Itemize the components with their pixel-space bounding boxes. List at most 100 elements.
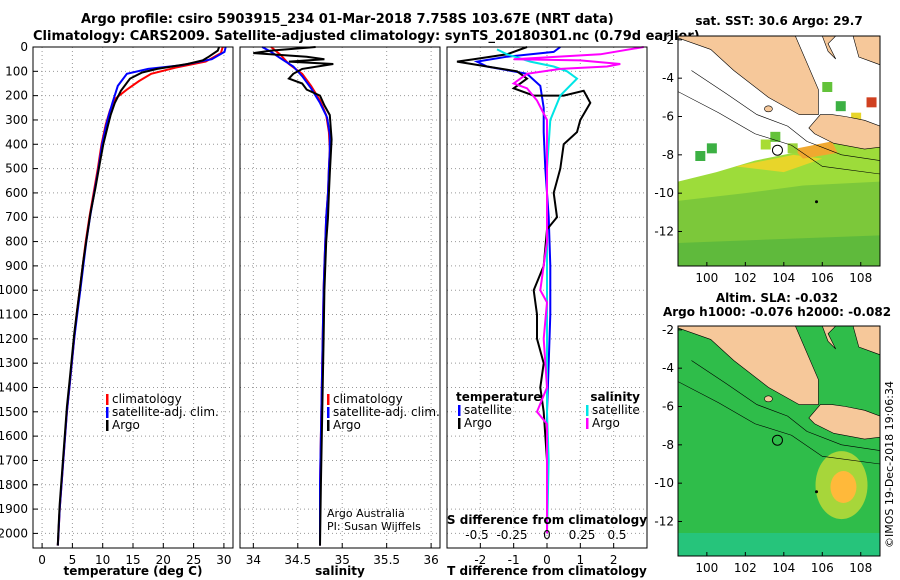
land-bangka bbox=[821, 326, 837, 350]
y-tick-label: -12 bbox=[654, 225, 674, 239]
legend-swatch bbox=[106, 420, 109, 431]
x-tick-label: 35 bbox=[335, 553, 350, 567]
legend-label: satellite bbox=[464, 403, 512, 417]
x-tick-label: 34.5 bbox=[284, 553, 311, 567]
legend-swatch bbox=[327, 394, 330, 405]
series-satellite-adj-clim- bbox=[261, 46, 331, 546]
contour-line bbox=[678, 381, 880, 465]
legend-swatch bbox=[586, 405, 589, 416]
sst-pixel bbox=[760, 139, 771, 150]
annotation-line: Argo Australia bbox=[327, 507, 405, 520]
y-tick-label: 1300 bbox=[0, 356, 28, 370]
figure-title-line2: Climatology: CARS2009. Satellite-adjuste… bbox=[33, 29, 700, 44]
land-island bbox=[815, 490, 819, 494]
contour-line bbox=[691, 360, 880, 451]
legend-swatch bbox=[106, 394, 109, 405]
y-tick-label: 300 bbox=[5, 113, 28, 127]
x-tick-label: 1 bbox=[577, 553, 585, 567]
sst-pixel bbox=[866, 97, 877, 108]
legend-title: temperature bbox=[456, 390, 541, 404]
y-tick-label: -2 bbox=[662, 33, 674, 47]
sst-pixel bbox=[851, 112, 862, 123]
land-belitung bbox=[852, 326, 880, 356]
x-tick-label: 35.5 bbox=[373, 553, 400, 567]
sst-pixel bbox=[822, 82, 833, 92]
warm-patch bbox=[735, 154, 823, 173]
x-tick-label: 104 bbox=[772, 271, 795, 285]
sla-anomaly-core bbox=[830, 471, 857, 503]
contour-line bbox=[678, 91, 880, 175]
x2-tick-label: -0.25 bbox=[496, 528, 527, 542]
x-tick-label: 104 bbox=[772, 561, 795, 575]
legend-label: Argo bbox=[464, 416, 492, 430]
x2-tick-label: 0.25 bbox=[569, 528, 596, 542]
x2-tick-label: 0.5 bbox=[607, 528, 626, 542]
sst-pixel bbox=[695, 151, 706, 161]
legend-label: satellite-adj. clim. bbox=[333, 405, 440, 419]
plot-frame bbox=[239, 46, 441, 549]
legend-swatch bbox=[458, 418, 461, 429]
series-t-argo bbox=[456, 46, 592, 534]
y-tick-label: -8 bbox=[662, 438, 674, 452]
series-t-satellite bbox=[473, 46, 561, 534]
series-argo bbox=[253, 46, 334, 546]
argo-position-marker bbox=[771, 144, 783, 156]
x-tick-label: -1 bbox=[508, 553, 520, 567]
x2-tick-label: -0.5 bbox=[465, 528, 488, 542]
x2-axis-label: S difference from climatology bbox=[447, 513, 647, 527]
legend-label: climatology bbox=[112, 392, 182, 406]
x-tick-label: 10 bbox=[95, 553, 110, 567]
land-sumatra bbox=[678, 36, 819, 115]
x-tick-label: 100 bbox=[695, 561, 718, 575]
difference-panel: -2 -1 0 1 2T difference from climatology S di… bbox=[446, 46, 648, 578]
y-tick-label: -12 bbox=[654, 515, 674, 529]
y-tick-label: 1700 bbox=[0, 453, 28, 467]
legend-label: satellite-adj. clim. bbox=[112, 405, 219, 419]
land-island bbox=[764, 395, 773, 403]
y-tick-label: 100 bbox=[5, 64, 28, 78]
series-climatology bbox=[56, 46, 224, 546]
y-tick-label: 1100 bbox=[0, 308, 28, 322]
x-tick-label: 108 bbox=[849, 271, 872, 285]
sst-pixel bbox=[706, 143, 717, 154]
y-tick-label: 1500 bbox=[0, 405, 28, 419]
x-tick-label: 102 bbox=[734, 561, 757, 575]
annotation-line: PI: Susan Wijffels bbox=[327, 520, 421, 533]
y-tick-label: 1600 bbox=[0, 429, 28, 443]
y-tick-label: 2000 bbox=[0, 526, 28, 540]
y-tick-label: 1900 bbox=[0, 502, 28, 516]
land-sumatra bbox=[678, 326, 819, 405]
sst-pixel bbox=[835, 101, 846, 112]
x-tick-label: 106 bbox=[811, 271, 834, 285]
x-tick-label: 2 bbox=[610, 553, 618, 567]
temperature-panel: 0 5 10 15 20 25 30 temperature (deg C) 0 100 200 30… bbox=[0, 40, 234, 578]
y-tick-label: -4 bbox=[662, 361, 674, 375]
sla-band bbox=[678, 533, 880, 556]
y-tick-label: 500 bbox=[5, 162, 28, 176]
sst-pixel bbox=[787, 143, 798, 154]
series-satellite-adj-clim- bbox=[56, 46, 227, 546]
legend-title: salinity bbox=[590, 390, 640, 404]
x-tick-label: 0 bbox=[543, 553, 551, 567]
x-axis-label: temperature (deg C) bbox=[64, 564, 203, 578]
credit-label: ©IMOS 19-Dec-2018 19:06:34 bbox=[883, 381, 896, 548]
salinity-panel: 34 34.5 35 35.5 36 salinity climatologysatelli… bbox=[239, 46, 441, 578]
x-tick-label: 20 bbox=[156, 553, 171, 567]
x-tick-label: 5 bbox=[69, 553, 77, 567]
y-tick-label: -6 bbox=[662, 400, 674, 414]
x-tick-label: 36 bbox=[423, 553, 438, 567]
legend-label: Argo bbox=[333, 418, 361, 432]
y-tick-label: -10 bbox=[654, 476, 674, 490]
series-argo bbox=[56, 46, 221, 546]
y-tick-label: 0 bbox=[20, 40, 28, 54]
land-java bbox=[808, 114, 880, 150]
legend-swatch bbox=[458, 405, 461, 416]
x2-tick-label: 0 bbox=[543, 528, 551, 542]
y-tick-label: -10 bbox=[654, 186, 674, 200]
legend-label: Argo bbox=[592, 416, 620, 430]
x-axis-label: T difference from climatology bbox=[447, 564, 647, 578]
legend-swatch bbox=[327, 407, 330, 418]
y-tick-label: 600 bbox=[5, 186, 28, 200]
